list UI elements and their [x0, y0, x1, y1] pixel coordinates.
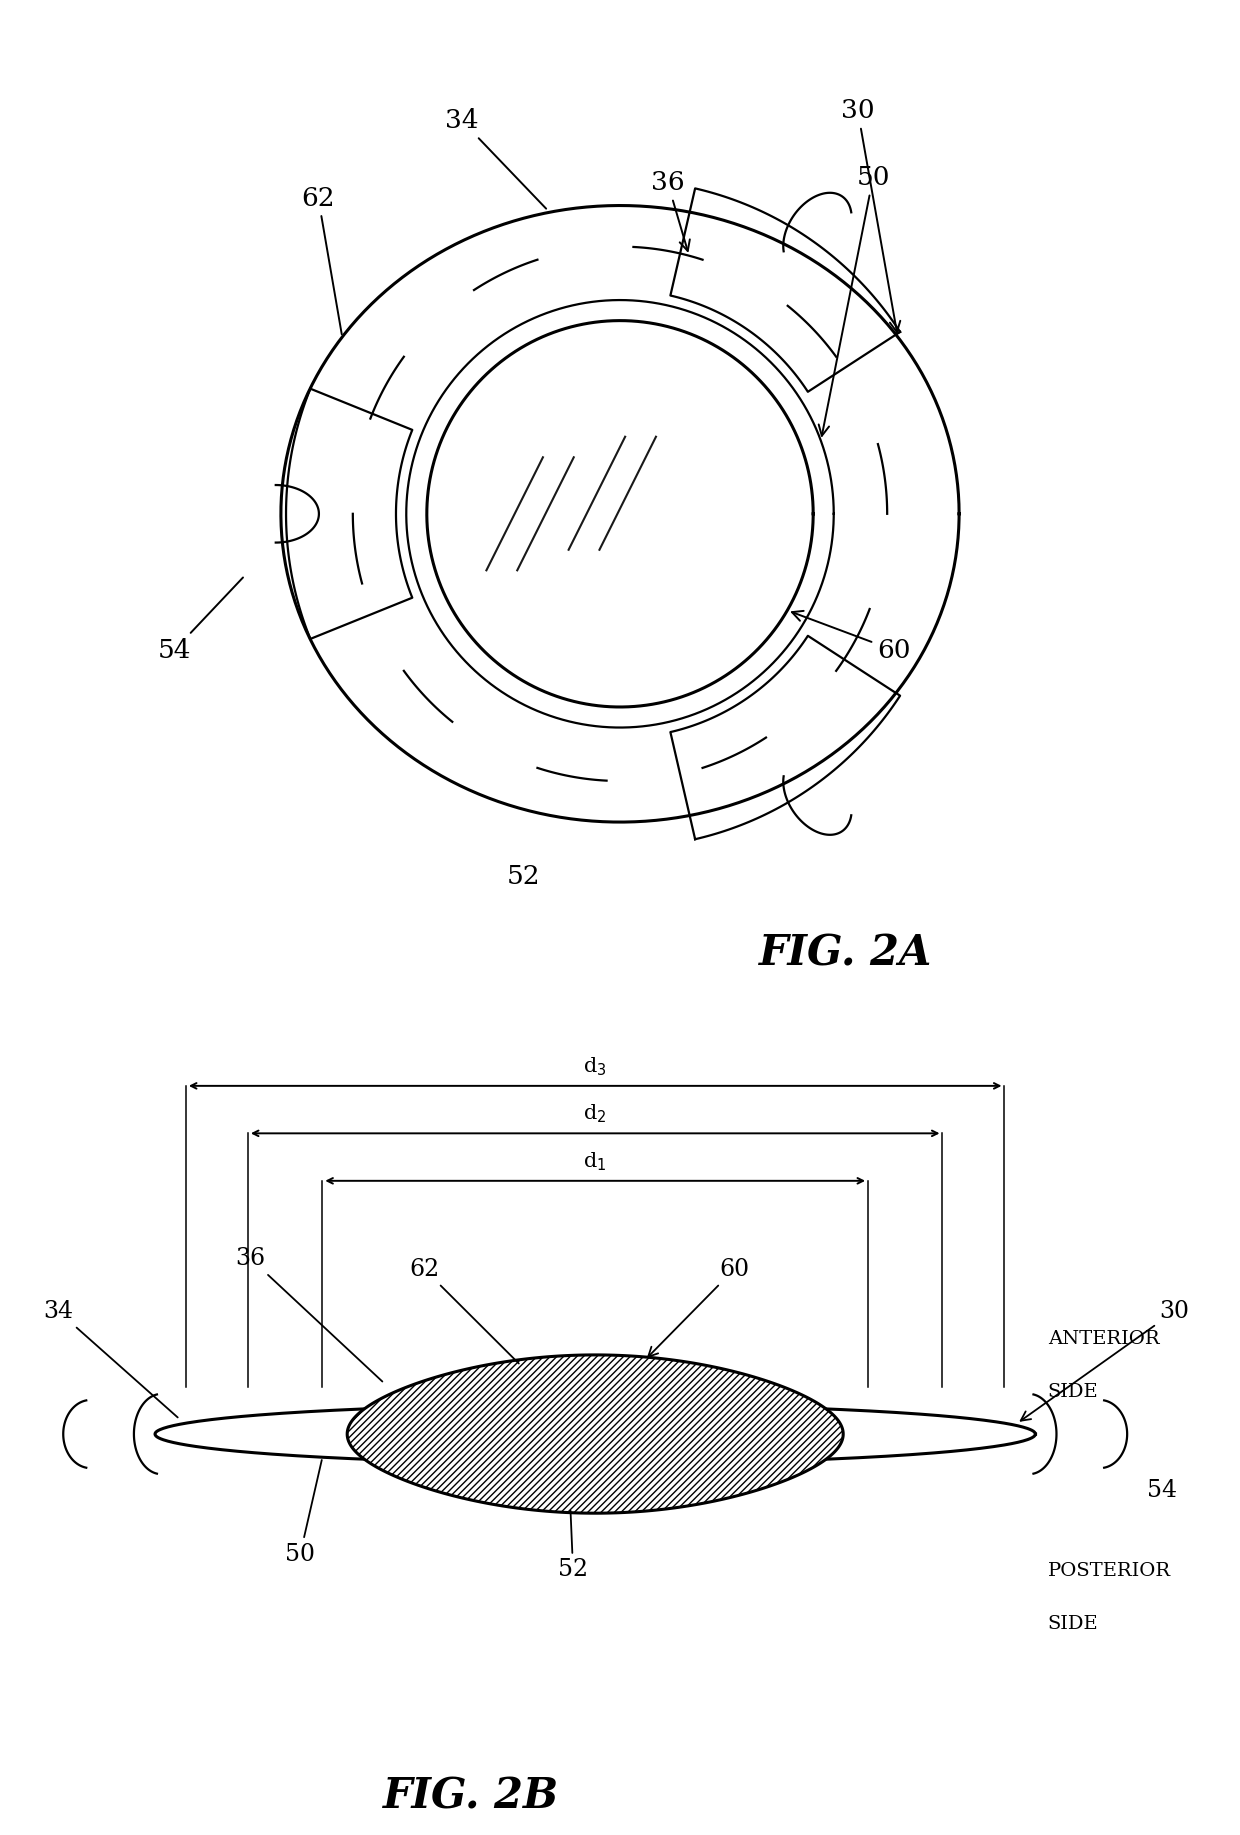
- Text: 60: 60: [792, 611, 910, 662]
- Text: SIDE: SIDE: [1048, 1615, 1099, 1633]
- Text: 36: 36: [651, 171, 689, 251]
- Text: POSTERIOR: POSTERIOR: [1048, 1562, 1171, 1580]
- Text: d$_3$: d$_3$: [583, 1055, 608, 1077]
- Text: FIG. 2A: FIG. 2A: [759, 932, 932, 974]
- Text: 50: 50: [818, 165, 890, 437]
- Text: 62: 62: [409, 1257, 518, 1363]
- Text: 52: 52: [558, 1510, 588, 1582]
- Text: 34: 34: [43, 1299, 177, 1417]
- Text: 54: 54: [157, 578, 243, 662]
- Text: 50: 50: [285, 1461, 321, 1565]
- Text: d$_1$: d$_1$: [584, 1151, 606, 1173]
- Polygon shape: [347, 1354, 843, 1514]
- Text: 60: 60: [649, 1257, 749, 1356]
- Text: ANTERIOR: ANTERIOR: [1048, 1330, 1159, 1349]
- Text: 52: 52: [507, 864, 541, 888]
- Text: 30: 30: [841, 99, 900, 332]
- Text: 62: 62: [301, 185, 342, 334]
- Text: d$_2$: d$_2$: [584, 1103, 606, 1125]
- Text: 36: 36: [236, 1248, 382, 1382]
- Text: 54: 54: [1147, 1479, 1177, 1503]
- Text: FIG. 2B: FIG. 2B: [383, 1776, 559, 1818]
- Text: 30: 30: [1021, 1299, 1189, 1420]
- Text: SIDE: SIDE: [1048, 1384, 1099, 1402]
- Text: 34: 34: [445, 108, 546, 209]
